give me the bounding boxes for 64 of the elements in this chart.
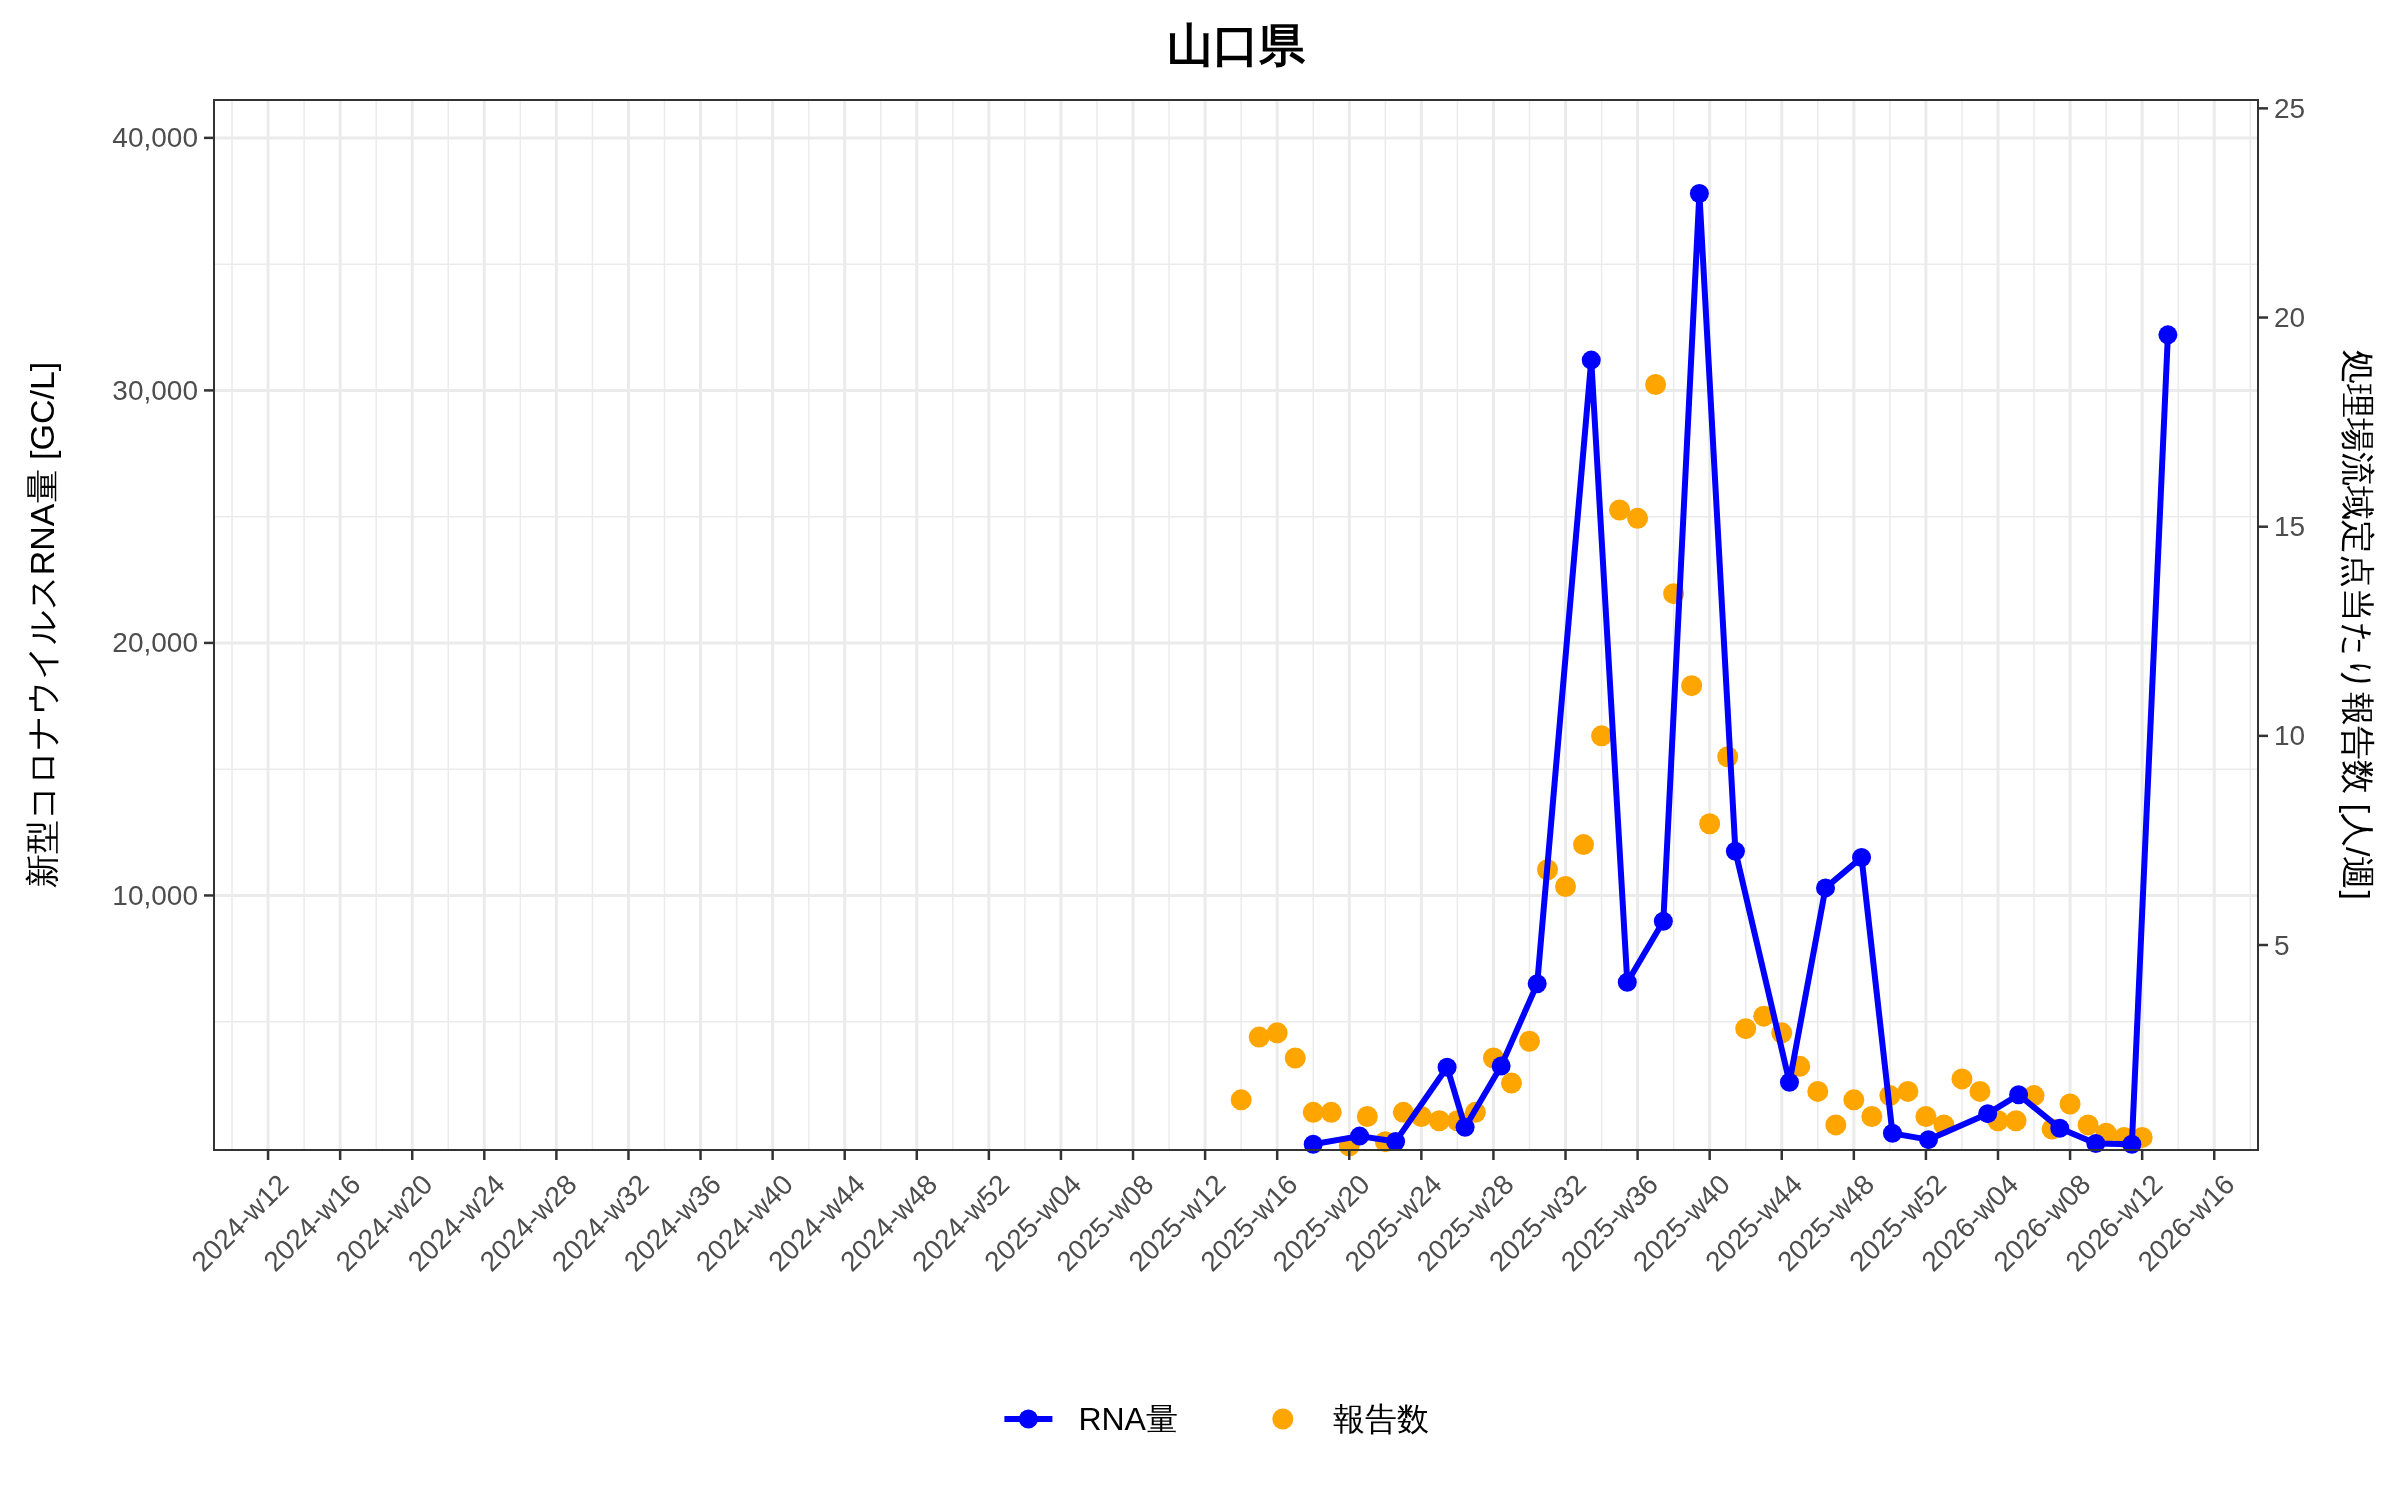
point	[1437, 1057, 1457, 1077]
y-axis-title: 新型コロナウイルスRNA量 [GC/L]	[23, 361, 61, 889]
point	[1302, 1101, 1324, 1123]
legend-label: RNA量	[1078, 1401, 1178, 1437]
point	[1816, 878, 1836, 898]
point	[1861, 1106, 1883, 1128]
y2-tick-label: 15	[2274, 511, 2306, 543]
point	[2158, 325, 2178, 345]
point	[1386, 1131, 1406, 1151]
point	[1500, 1072, 1522, 1094]
point	[1807, 1080, 1829, 1102]
point	[1882, 1123, 1902, 1143]
point	[1617, 972, 1637, 992]
point	[1852, 848, 1872, 868]
y2-tick-label: 25	[2274, 92, 2306, 124]
y2-tick-label: 20	[2274, 302, 2306, 334]
point	[1915, 1106, 1937, 1128]
point	[2005, 1110, 2027, 1132]
point	[1591, 725, 1613, 747]
chart-title: 山口県	[1167, 19, 1306, 71]
point	[1681, 675, 1703, 697]
point	[1779, 1072, 1799, 1092]
point	[1350, 1126, 1370, 1146]
y-tick-label: 40,000	[112, 122, 198, 154]
point	[1627, 507, 1649, 529]
point	[1555, 875, 1577, 897]
point	[1825, 1114, 1847, 1136]
point	[1266, 1022, 1288, 1044]
legend-label: 報告数	[1332, 1401, 1429, 1437]
point	[1689, 183, 1709, 203]
point	[1735, 1018, 1757, 1040]
point	[1518, 1030, 1540, 1052]
point	[1843, 1089, 1865, 1111]
point	[1230, 1089, 1252, 1111]
point	[1356, 1106, 1378, 1128]
point	[1581, 350, 1601, 370]
y2-tick-label: 10	[2274, 720, 2306, 752]
y-tick-label: 20,000	[112, 627, 198, 659]
y2-axis-title: 処理場流域定点当たり報告数 [人/週]	[2339, 350, 2377, 900]
y2-tick-label: 5	[2274, 929, 2290, 961]
point	[2009, 1085, 2029, 1105]
point	[1248, 1026, 1270, 1048]
point	[1284, 1047, 1306, 1069]
point	[1491, 1056, 1511, 1076]
y-tick-label: 10,000	[112, 879, 198, 911]
point	[2059, 1093, 2081, 1115]
point	[1573, 834, 1595, 856]
point	[1645, 373, 1667, 395]
point	[1918, 1130, 1938, 1150]
y-tick-label: 30,000	[112, 374, 198, 406]
point	[1725, 841, 1745, 861]
point	[1527, 974, 1547, 994]
point	[1653, 911, 1673, 931]
point	[1978, 1104, 1998, 1124]
point	[1320, 1101, 1342, 1123]
point	[1969, 1080, 1991, 1102]
point	[1455, 1117, 1475, 1137]
point	[1699, 813, 1721, 835]
point	[1428, 1110, 1450, 1132]
point	[1897, 1080, 1919, 1102]
point	[1609, 499, 1631, 521]
point	[2050, 1118, 2070, 1138]
point	[2077, 1114, 2099, 1136]
point	[1951, 1068, 1973, 1090]
